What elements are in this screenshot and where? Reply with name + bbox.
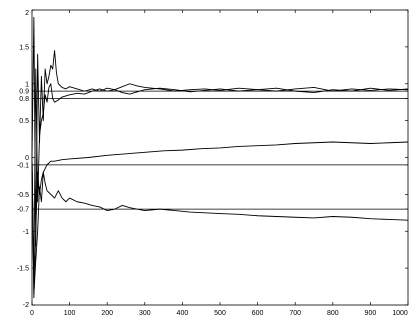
y-tick-label: -1 [23,229,29,236]
x-tick-label: 1000 [392,310,408,317]
reference-lines [32,90,408,210]
y-tick-label: 0.8 [19,96,29,103]
x-tick-label: 500 [214,310,226,317]
x-tick-label: 300 [139,310,151,317]
y-tick-label: -0.1 [17,162,29,169]
series-line-2 [31,141,409,299]
series-line-0 [31,16,409,247]
y-tick-label: 1 [25,81,29,88]
x-tick-label: 700 [289,310,301,317]
y-tick-label: -0.7 [17,207,29,214]
y-tick-label: 0 [25,155,29,162]
y-tick-label: -2 [23,302,29,309]
y-tick-label: -1.5 [17,266,29,273]
y-tick-label: 1.5 [19,44,29,51]
y-tick-label: 0.5 [19,118,29,125]
x-tick-label: 900 [365,310,377,317]
series-line-1 [31,68,409,276]
x-tick-label: 100 [64,310,76,317]
y-tick-label: 0.9 [19,89,29,96]
x-tick-label: 0 [30,310,34,317]
x-tick-label: 800 [327,310,339,317]
axis-ticks: 0 100 200 300 400 500 600 700 800 900 1000 2 1.5 10.9… [17,9,409,317]
x-tick-label: 600 [252,310,264,317]
y-tick-label: -0.5 [17,192,29,199]
x-tick-label: 200 [101,310,113,317]
x-tick-label: 400 [177,310,189,317]
series-lines [31,16,409,299]
y-tick-label: 2 [25,10,29,17]
series-line-3 [31,157,409,295]
